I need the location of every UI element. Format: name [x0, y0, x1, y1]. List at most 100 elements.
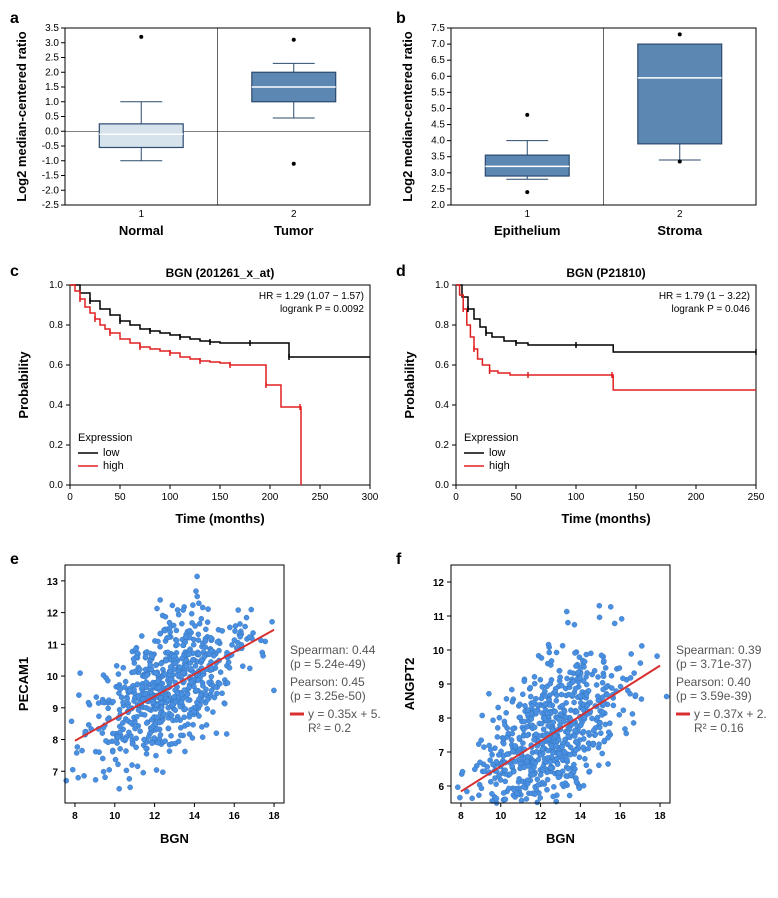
svg-text:Expression: Expression	[78, 432, 132, 444]
svg-text:Log2 median-centered ratio: Log2 median-centered ratio	[400, 31, 415, 202]
svg-text:1.0: 1.0	[435, 280, 449, 291]
panel-d: d BGN (P21810)0.00.20.40.60.81.005010015…	[396, 263, 768, 533]
svg-text:4.5: 4.5	[431, 120, 445, 131]
svg-text:Probability: Probability	[402, 351, 417, 419]
svg-text:BGN: BGN	[160, 831, 189, 846]
svg-text:11: 11	[433, 612, 444, 623]
svg-text:Log2 median-centered ratio: Log2 median-centered ratio	[14, 31, 29, 202]
svg-text:BGN: BGN	[546, 831, 575, 846]
svg-text:0.0: 0.0	[49, 480, 63, 491]
svg-text:9: 9	[438, 680, 444, 691]
svg-text:Normal: Normal	[119, 223, 164, 238]
svg-text:Probability: Probability	[16, 351, 31, 419]
svg-text:18: 18	[268, 811, 280, 822]
svg-text:3.0: 3.0	[45, 38, 59, 49]
panel-f: f 810121416186789101112BGNANGPT2Spearman…	[396, 551, 768, 851]
svg-text:y = 0.35x + 5.16: y = 0.35x + 5.16	[308, 707, 380, 721]
svg-text:R² = 0.2: R² = 0.2	[308, 721, 351, 735]
svg-text:1.5: 1.5	[45, 82, 59, 93]
scatter-f: 810121416186789101112BGNANGPT2Spearman: …	[396, 551, 766, 851]
svg-text:-2.5: -2.5	[42, 200, 60, 211]
svg-text:16: 16	[615, 811, 627, 822]
svg-text:250: 250	[312, 492, 329, 503]
svg-text:100: 100	[162, 492, 179, 503]
svg-text:Epithelium: Epithelium	[494, 223, 560, 238]
svg-text:6: 6	[438, 782, 444, 793]
svg-text:y = 0.37x + 2.88: y = 0.37x + 2.88	[694, 707, 766, 721]
svg-text:8: 8	[438, 714, 444, 725]
panel-b-label: b	[396, 10, 406, 28]
svg-text:150: 150	[212, 492, 229, 503]
svg-text:BGN (201261_x_at): BGN (201261_x_at)	[166, 266, 275, 280]
panel-c-label: c	[10, 263, 19, 281]
svg-text:8: 8	[458, 811, 464, 822]
svg-text:0.0: 0.0	[45, 126, 59, 137]
svg-text:100: 100	[568, 492, 585, 503]
svg-text:0.6: 0.6	[49, 360, 63, 371]
svg-text:1.0: 1.0	[49, 280, 63, 291]
svg-text:12: 12	[47, 609, 59, 620]
panel-c: c BGN (201261_x_at)0.00.20.40.60.81.0050…	[10, 263, 382, 533]
svg-text:(p = 3.59e-39): (p = 3.59e-39)	[676, 689, 752, 703]
svg-text:7: 7	[438, 748, 444, 759]
svg-text:3.0: 3.0	[431, 168, 445, 179]
svg-text:2.0: 2.0	[45, 67, 59, 78]
svg-text:logrank P = 0.046: logrank P = 0.046	[672, 304, 751, 315]
svg-text:16: 16	[229, 811, 241, 822]
svg-text:(p = 3.25e-50): (p = 3.25e-50)	[290, 689, 366, 703]
svg-text:low: low	[489, 447, 506, 459]
panel-a: a -2.5-2.0-1.5-1.0-0.50.00.51.01.52.02.5…	[10, 10, 382, 245]
svg-text:4.0: 4.0	[431, 136, 445, 147]
svg-text:BGN (P21810): BGN (P21810)	[566, 266, 645, 280]
svg-text:0.4: 0.4	[435, 400, 449, 411]
svg-text:0: 0	[453, 492, 459, 503]
svg-text:Time (months): Time (months)	[561, 511, 650, 526]
svg-text:13: 13	[47, 577, 59, 588]
svg-text:1: 1	[138, 209, 144, 220]
svg-text:50: 50	[114, 492, 126, 503]
svg-text:150: 150	[628, 492, 645, 503]
svg-text:high: high	[489, 460, 510, 472]
svg-text:Expression: Expression	[464, 432, 518, 444]
figure-grid: a -2.5-2.0-1.5-1.0-0.50.00.51.01.52.02.5…	[10, 10, 768, 851]
svg-text:200: 200	[262, 492, 279, 503]
svg-text:HR = 1.29 (1.07 − 1.57): HR = 1.29 (1.07 − 1.57)	[259, 291, 364, 302]
svg-text:7.5: 7.5	[431, 23, 445, 34]
boxplot-a: -2.5-2.0-1.5-1.0-0.50.00.51.01.52.02.53.…	[10, 10, 380, 245]
svg-text:R² = 0.16: R² = 0.16	[694, 721, 744, 735]
svg-text:10: 10	[109, 811, 121, 822]
svg-text:Stroma: Stroma	[657, 223, 703, 238]
svg-text:5.0: 5.0	[431, 103, 445, 114]
panel-a-label: a	[10, 10, 19, 28]
svg-text:0.5: 0.5	[45, 112, 59, 123]
svg-text:(p = 3.71e-37): (p = 3.71e-37)	[676, 657, 752, 671]
svg-text:10: 10	[47, 672, 59, 683]
svg-text:250: 250	[748, 492, 765, 503]
svg-text:Pearson: 0.45: Pearson: 0.45	[290, 675, 365, 689]
svg-text:0.4: 0.4	[49, 400, 63, 411]
svg-text:0.8: 0.8	[49, 320, 63, 331]
svg-text:1.0: 1.0	[45, 97, 59, 108]
svg-text:-1.0: -1.0	[42, 156, 60, 167]
panel-d-label: d	[396, 263, 406, 281]
svg-text:1: 1	[524, 209, 530, 220]
boxplot-b: 2.02.53.03.54.04.55.05.56.06.57.07.5Log2…	[396, 10, 766, 245]
svg-text:200: 200	[688, 492, 705, 503]
panel-e: e 8101214161878910111213BGNPECAM1Spearma…	[10, 551, 382, 851]
svg-text:HR = 1.79 (1 − 3.22): HR = 1.79 (1 − 3.22)	[659, 291, 750, 302]
svg-text:12: 12	[535, 811, 547, 822]
svg-text:-0.5: -0.5	[42, 141, 60, 152]
svg-text:-2.0: -2.0	[42, 185, 60, 196]
svg-text:high: high	[103, 460, 124, 472]
svg-text:Tumor: Tumor	[274, 223, 313, 238]
svg-text:6.5: 6.5	[431, 55, 445, 66]
svg-text:0.2: 0.2	[49, 440, 63, 451]
svg-text:2.0: 2.0	[431, 200, 445, 211]
svg-text:Spearman: 0.44: Spearman: 0.44	[290, 643, 376, 657]
svg-text:Spearman: 0.39: Spearman: 0.39	[676, 643, 762, 657]
svg-text:12: 12	[433, 578, 445, 589]
km-plot-d: BGN (P21810)0.00.20.40.60.81.00501001502…	[396, 263, 766, 533]
svg-text:0.0: 0.0	[435, 480, 449, 491]
panel-f-label: f	[396, 551, 401, 569]
svg-text:11: 11	[47, 640, 58, 651]
